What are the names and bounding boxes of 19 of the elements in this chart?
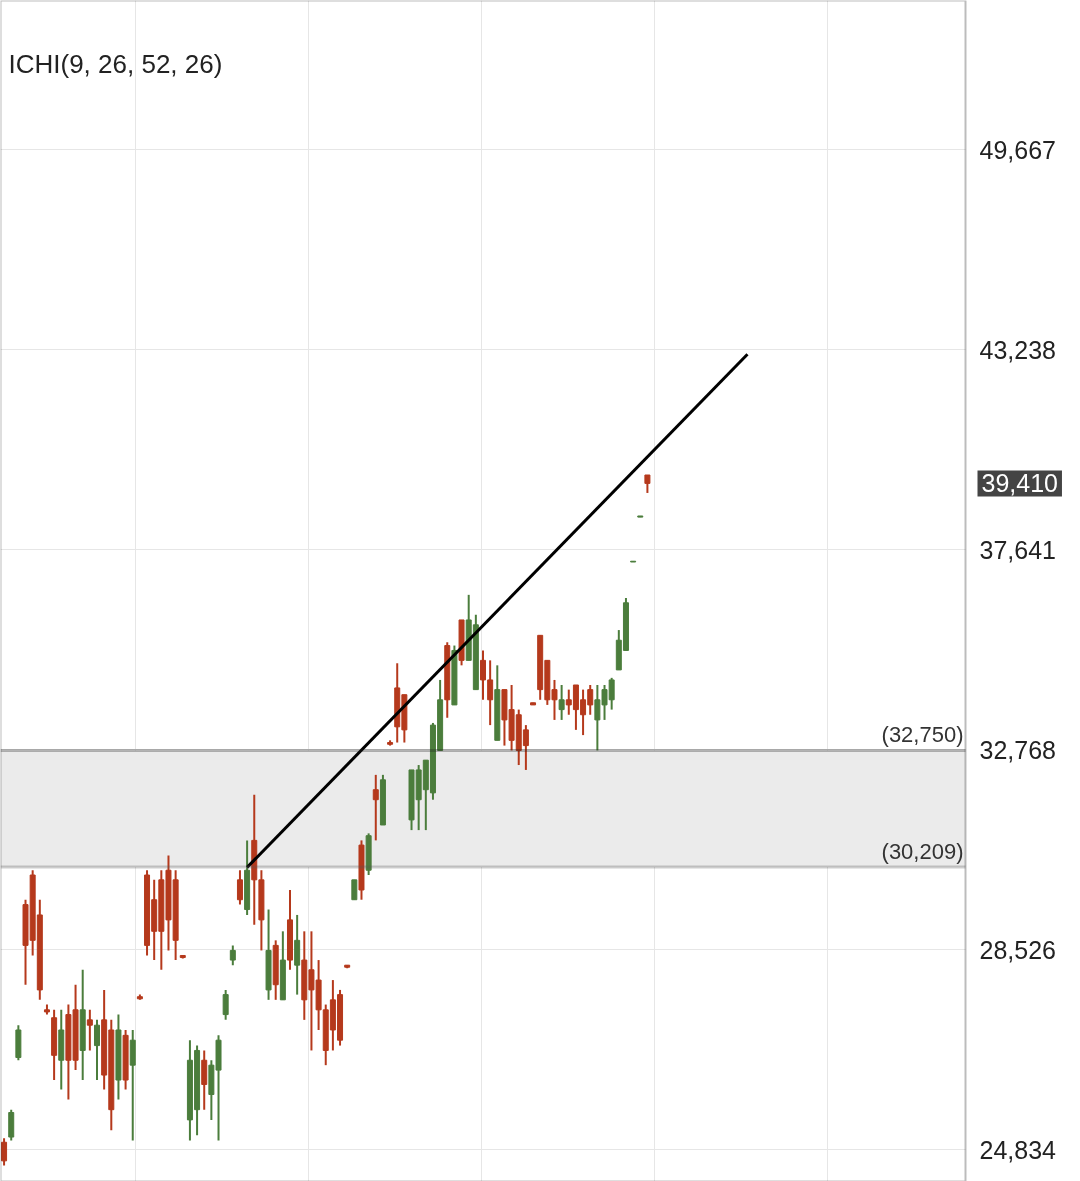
ref-line-label: (30,209) bbox=[881, 838, 964, 864]
candlestick bbox=[229, 944, 236, 967]
text: 39,410 bbox=[981, 469, 1058, 498]
annotation: ICHI(9, 26, 52, 26) bbox=[8, 48, 223, 79]
y-tick-label: 37,641 bbox=[979, 535, 1056, 564]
candlestick bbox=[372, 773, 379, 842]
candlestick bbox=[94, 1018, 100, 1082]
candlestick bbox=[86, 1008, 93, 1052]
ref-line-label: (32,750) bbox=[881, 722, 964, 748]
candlestick bbox=[1, 1137, 8, 1167]
y-tick-label: 28,526 bbox=[979, 935, 1056, 964]
candlestick bbox=[222, 988, 229, 1021]
y-tick-label: 24,834 bbox=[979, 1135, 1057, 1164]
candlestick bbox=[236, 869, 243, 906]
candlestick bbox=[558, 683, 565, 721]
candlestick bbox=[351, 878, 358, 901]
y-tick-label: 32,768 bbox=[979, 735, 1056, 764]
y-tick-label: 43,238 bbox=[979, 335, 1056, 364]
y-tick-label: 49,667 bbox=[979, 135, 1056, 164]
